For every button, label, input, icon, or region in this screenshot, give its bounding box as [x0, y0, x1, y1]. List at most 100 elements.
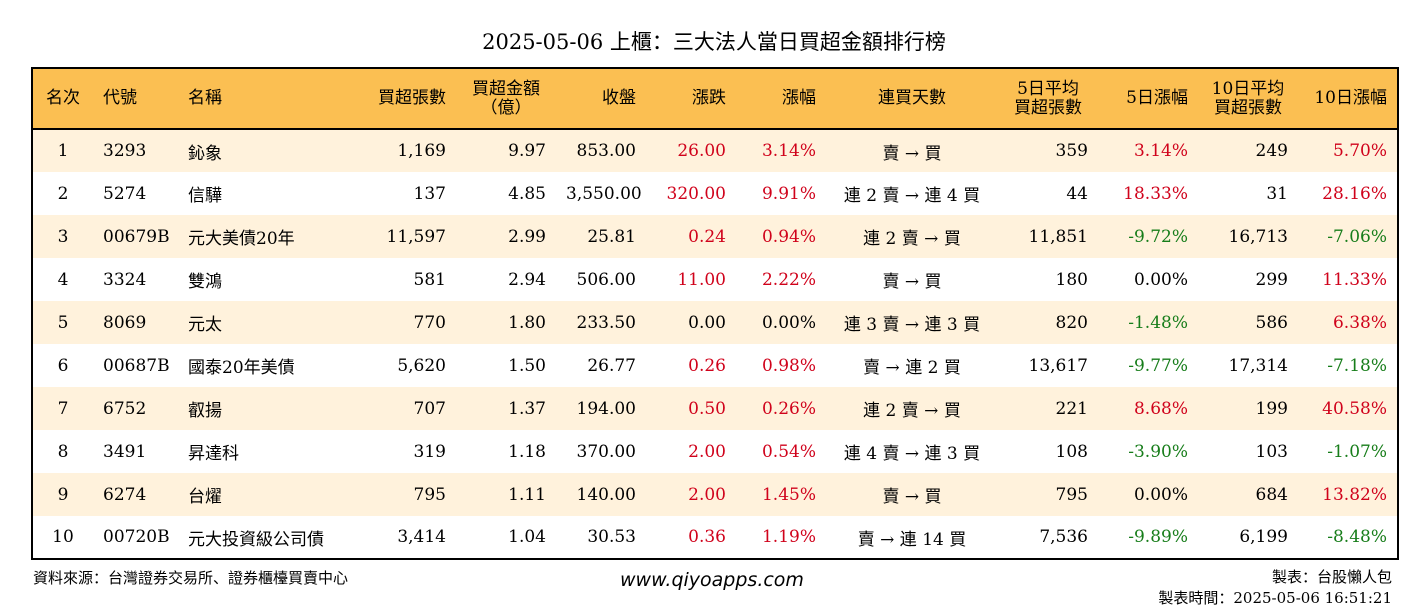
cell-avg5: 359 — [1055, 141, 1088, 161]
cell-close: 233.50 — [576, 312, 636, 333]
header-change: 漲跌 — [692, 88, 726, 108]
cell-avg5: 11,851 — [1028, 226, 1088, 247]
cell-close: 853.00 — [576, 141, 636, 161]
cell-buy-amount: 2.94 — [508, 269, 546, 290]
cell-pct5: 3.14% — [1133, 141, 1188, 161]
cell-change: 2.00 — [688, 484, 726, 505]
footer-credits: 製表：台股懶人包 製表時間：2025-05-06 16:51:21 — [1158, 567, 1392, 609]
cell-name: 元大投資級公司債 — [188, 529, 324, 550]
cell-change: 320.00 — [666, 183, 726, 204]
cell-buy-shares: 770 — [413, 312, 446, 333]
maker-label: 製表：台股懶人包 — [1271, 568, 1392, 586]
cell-avg10: 31 — [1266, 183, 1288, 204]
cell-change-pct: 3.14% — [761, 141, 816, 161]
cell-avg10: 103 — [1255, 441, 1288, 462]
cell-pct10: 11.33% — [1322, 269, 1387, 290]
cell-avg10: 17,314 — [1228, 355, 1288, 376]
header-avg5-line1: 5日平均 — [1017, 78, 1079, 99]
cell-change-pct: 2.22% — [761, 269, 816, 290]
cell-name: 國泰20年美債 — [188, 358, 295, 378]
table-row: 9 6274 台燿 795 1.11 140.00 2.00 1.45% 賣 → 買 795 0.0… — [32, 473, 1398, 516]
cell-buy-amount: 1.04 — [508, 527, 546, 547]
header-avg10-line1: 10日平均 — [1211, 78, 1285, 99]
header-pct10: 10日漲幅 — [1314, 88, 1387, 108]
cell-change: 0.00 — [688, 312, 726, 333]
website-link[interactable]: www.qiyoapps.com — [620, 569, 804, 591]
cell-streak: 賣 → 買 — [882, 487, 942, 507]
data-source: 資料來源：台灣證券交易所、證券櫃檯買賣中心 — [33, 569, 349, 587]
table-row: 4 3324 雙鴻 581 2.94 506.00 11.00 2.22% 賣 → 買 180 0.… — [32, 258, 1398, 301]
cell-streak: 賣 → 連 14 買 — [857, 529, 967, 550]
cell-change-pct: 1.45% — [761, 484, 816, 505]
cell-avg5: 44 — [1066, 183, 1088, 204]
cell-rank: 7 — [57, 398, 69, 419]
cell-rank: 9 — [57, 484, 69, 505]
cell-pct5: -9.72% — [1128, 226, 1188, 247]
cell-buy-amount: 4.85 — [508, 183, 546, 204]
table-row: 8 3491 昇達科 319 1.18 370.00 2.00 0.54% 連 4 賣 → 連 … — [32, 430, 1398, 473]
cell-avg10: 299 — [1255, 269, 1288, 290]
cell-buy-amount: 2.99 — [508, 226, 546, 247]
cell-change-pct: 0.54% — [761, 441, 816, 462]
cell-code: 6752 — [103, 398, 147, 419]
cell-change-pct: 1.19% — [761, 527, 816, 547]
cell-change: 0.36 — [688, 527, 726, 547]
cell-pct5: -9.77% — [1128, 355, 1188, 376]
cell-streak: 賣 → 連 2 買 — [863, 358, 961, 378]
made-time-label: 製表時間：2025-05-06 16:51:21 — [1158, 589, 1392, 607]
table-row: 6 00687B 國泰20年美債 5,620 1.50 26.77 0.26 0.98% 賣 →… — [32, 344, 1398, 387]
header-avg5-line2: 買超張數 — [1014, 97, 1082, 118]
header-buy-amount-line2: （億） — [480, 97, 532, 118]
header-code: 代號 — [103, 88, 137, 108]
cell-streak: 連 2 賣 → 連 4 買 — [843, 186, 981, 206]
cell-rank: 6 — [57, 355, 69, 376]
cell-pct10: -7.06% — [1327, 226, 1387, 247]
cell-close: 26.77 — [587, 355, 636, 376]
table-body: 1 3293 鈊象 1,169 9.97 853.00 26.00 3.14% 賣 → 買 359… — [32, 129, 1398, 559]
cell-streak: 連 4 賣 → 連 3 買 — [843, 444, 981, 464]
cell-code: 00687B — [103, 355, 170, 376]
cell-buy-shares: 1,169 — [397, 141, 446, 161]
cell-pct5: -3.90% — [1128, 441, 1188, 462]
cell-change: 0.26 — [688, 355, 726, 376]
cell-code: 3293 — [103, 141, 147, 161]
table-row: 10 00720B 元大投資級公司債 3,414 1.04 30.53 0.36 1.19% 賣… — [32, 516, 1398, 559]
header-rank: 名次 — [46, 88, 80, 108]
cell-pct10: -8.48% — [1327, 527, 1387, 547]
cell-close: 506.00 — [576, 269, 636, 290]
cell-rank: 10 — [52, 527, 74, 547]
cell-buy-amount: 1.37 — [508, 398, 546, 419]
cell-change: 26.00 — [677, 141, 726, 161]
cell-name: 雙鴻 — [188, 272, 222, 292]
cell-buy-shares: 581 — [413, 269, 446, 290]
cell-avg5: 221 — [1055, 398, 1088, 419]
cell-avg5: 820 — [1055, 312, 1088, 333]
cell-buy-shares: 795 — [413, 484, 446, 505]
cell-name: 信驊 — [188, 186, 222, 206]
cell-name: 昇達科 — [188, 444, 239, 464]
table-row: 7 6752 叡揚 707 1.37 194.00 0.50 0.26% 連 2 賣 → 買 22… — [32, 387, 1398, 430]
cell-change-pct: 0.26% — [761, 398, 816, 419]
cell-close: 3,550.00 — [566, 183, 642, 204]
cell-rank: 5 — [57, 312, 69, 333]
header-streak: 連買天數 — [878, 88, 946, 108]
header-name: 名稱 — [188, 88, 222, 108]
cell-change-pct: 9.91% — [761, 183, 816, 204]
header-buy-amount-line1: 買超金額 — [472, 78, 540, 99]
table-row: 5 8069 元太 770 1.80 233.50 0.00 0.00% 連 3 賣 → 連 3… — [32, 301, 1398, 344]
cell-code: 5274 — [103, 183, 147, 204]
cell-avg10: 249 — [1255, 141, 1288, 161]
cell-name: 叡揚 — [188, 401, 222, 421]
cell-pct5: -1.48% — [1128, 312, 1188, 333]
cell-code: 00720B — [103, 527, 170, 547]
cell-buy-amount: 1.80 — [508, 312, 546, 333]
cell-buy-amount: 9.97 — [508, 141, 546, 161]
cell-close: 25.81 — [587, 226, 636, 247]
cell-change-pct: 0.98% — [761, 355, 816, 376]
ranking-table: 名次 代號 名稱 買超張數 買超金額 （億） 收盤 漲跌 漲幅 連買天數 5日平… — [31, 67, 1399, 560]
cell-code: 00679B — [103, 226, 170, 247]
cell-code: 6274 — [103, 484, 147, 505]
cell-rank: 2 — [57, 183, 69, 204]
cell-code: 8069 — [103, 312, 147, 333]
cell-rank: 3 — [57, 226, 69, 247]
